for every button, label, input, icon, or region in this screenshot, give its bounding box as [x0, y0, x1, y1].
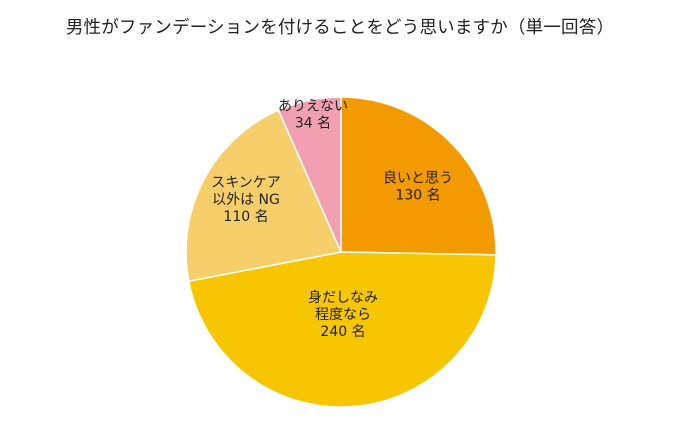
slice-label-line: 110 名 [223, 209, 268, 225]
slice-label: スキンケア以外は NG 110 名 [211, 175, 281, 225]
pie-slices [185, 96, 497, 408]
slice-label-line: 良いと思う [383, 171, 453, 187]
slice-label: ありえない 34 名 [278, 99, 348, 132]
slice-label: 身だしなみ程度なら 240 名 [308, 290, 378, 340]
pie-slice [340, 96, 497, 256]
slice-label-line: ありえない [278, 99, 348, 115]
slice-label-line: 34 名 [295, 116, 331, 132]
slice-label-line: スキンケア [211, 175, 281, 191]
slice-label-line: 程度なら [315, 307, 371, 323]
slice-label-line: 以外は NG [212, 192, 280, 208]
slice-label: 良いと思う 130 名 [383, 171, 453, 204]
pie-slice [277, 96, 342, 253]
chart-title: 男性がファンデーションを付けることをどう思いますか（単一回答） [65, 18, 615, 38]
slice-label-line: 130 名 [395, 188, 440, 204]
pie-slice [187, 251, 497, 408]
slice-label-line: 身だしなみ [308, 290, 378, 306]
pie-slice [185, 109, 343, 283]
slice-label-line: 240 名 [320, 324, 365, 340]
